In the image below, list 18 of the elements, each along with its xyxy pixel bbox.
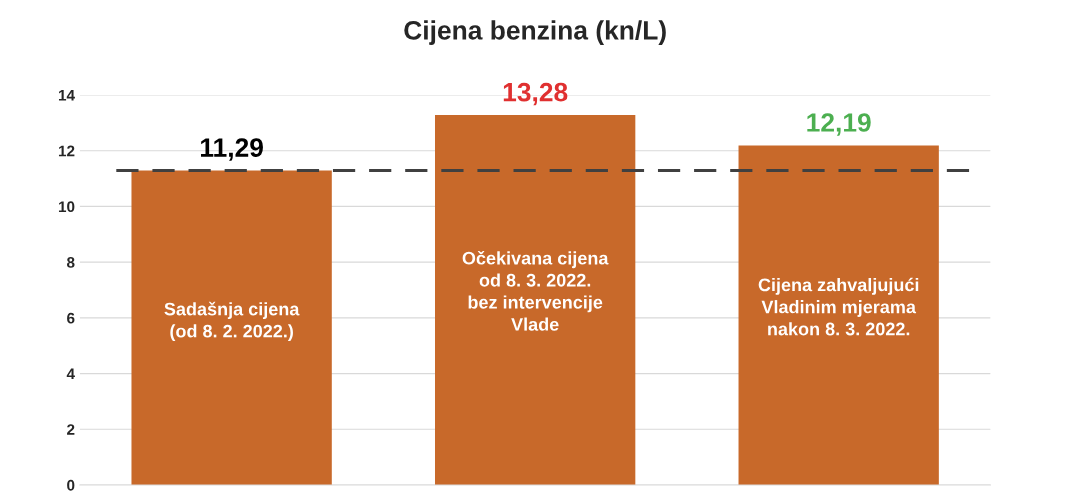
y-tick-label: 14 <box>58 90 75 101</box>
bar <box>435 115 636 485</box>
y-tick-label: 8 <box>67 257 75 268</box>
y-tick-label: 4 <box>66 368 75 380</box>
chart-title: Cijena benzina (kn/L) <box>404 20 666 45</box>
y-tick-label: 12 <box>58 145 75 157</box>
x-tick-label: Sadašnja cijena (od 8. 2. 2022.) <box>164 301 300 342</box>
y-tick-label: 2 <box>67 424 75 435</box>
data-label: 12,19 <box>807 113 871 136</box>
y-tick-label: 0 <box>67 479 75 491</box>
data-label: 11,29 <box>201 138 263 161</box>
x-tick-label: Očekivana cijena od 8. 3. 2022. bez intervencije Vlade <box>462 250 609 331</box>
y-tick-label: 6 <box>67 312 75 324</box>
data-label: 13,28 <box>503 82 568 106</box>
x-tick-label: Cijena zahvaljujući Vladinim mjerama nakon 8. 3. 2022. <box>758 277 919 336</box>
bar <box>738 145 939 485</box>
y-tick-label: 10 <box>58 201 75 213</box>
bar <box>131 170 332 485</box>
